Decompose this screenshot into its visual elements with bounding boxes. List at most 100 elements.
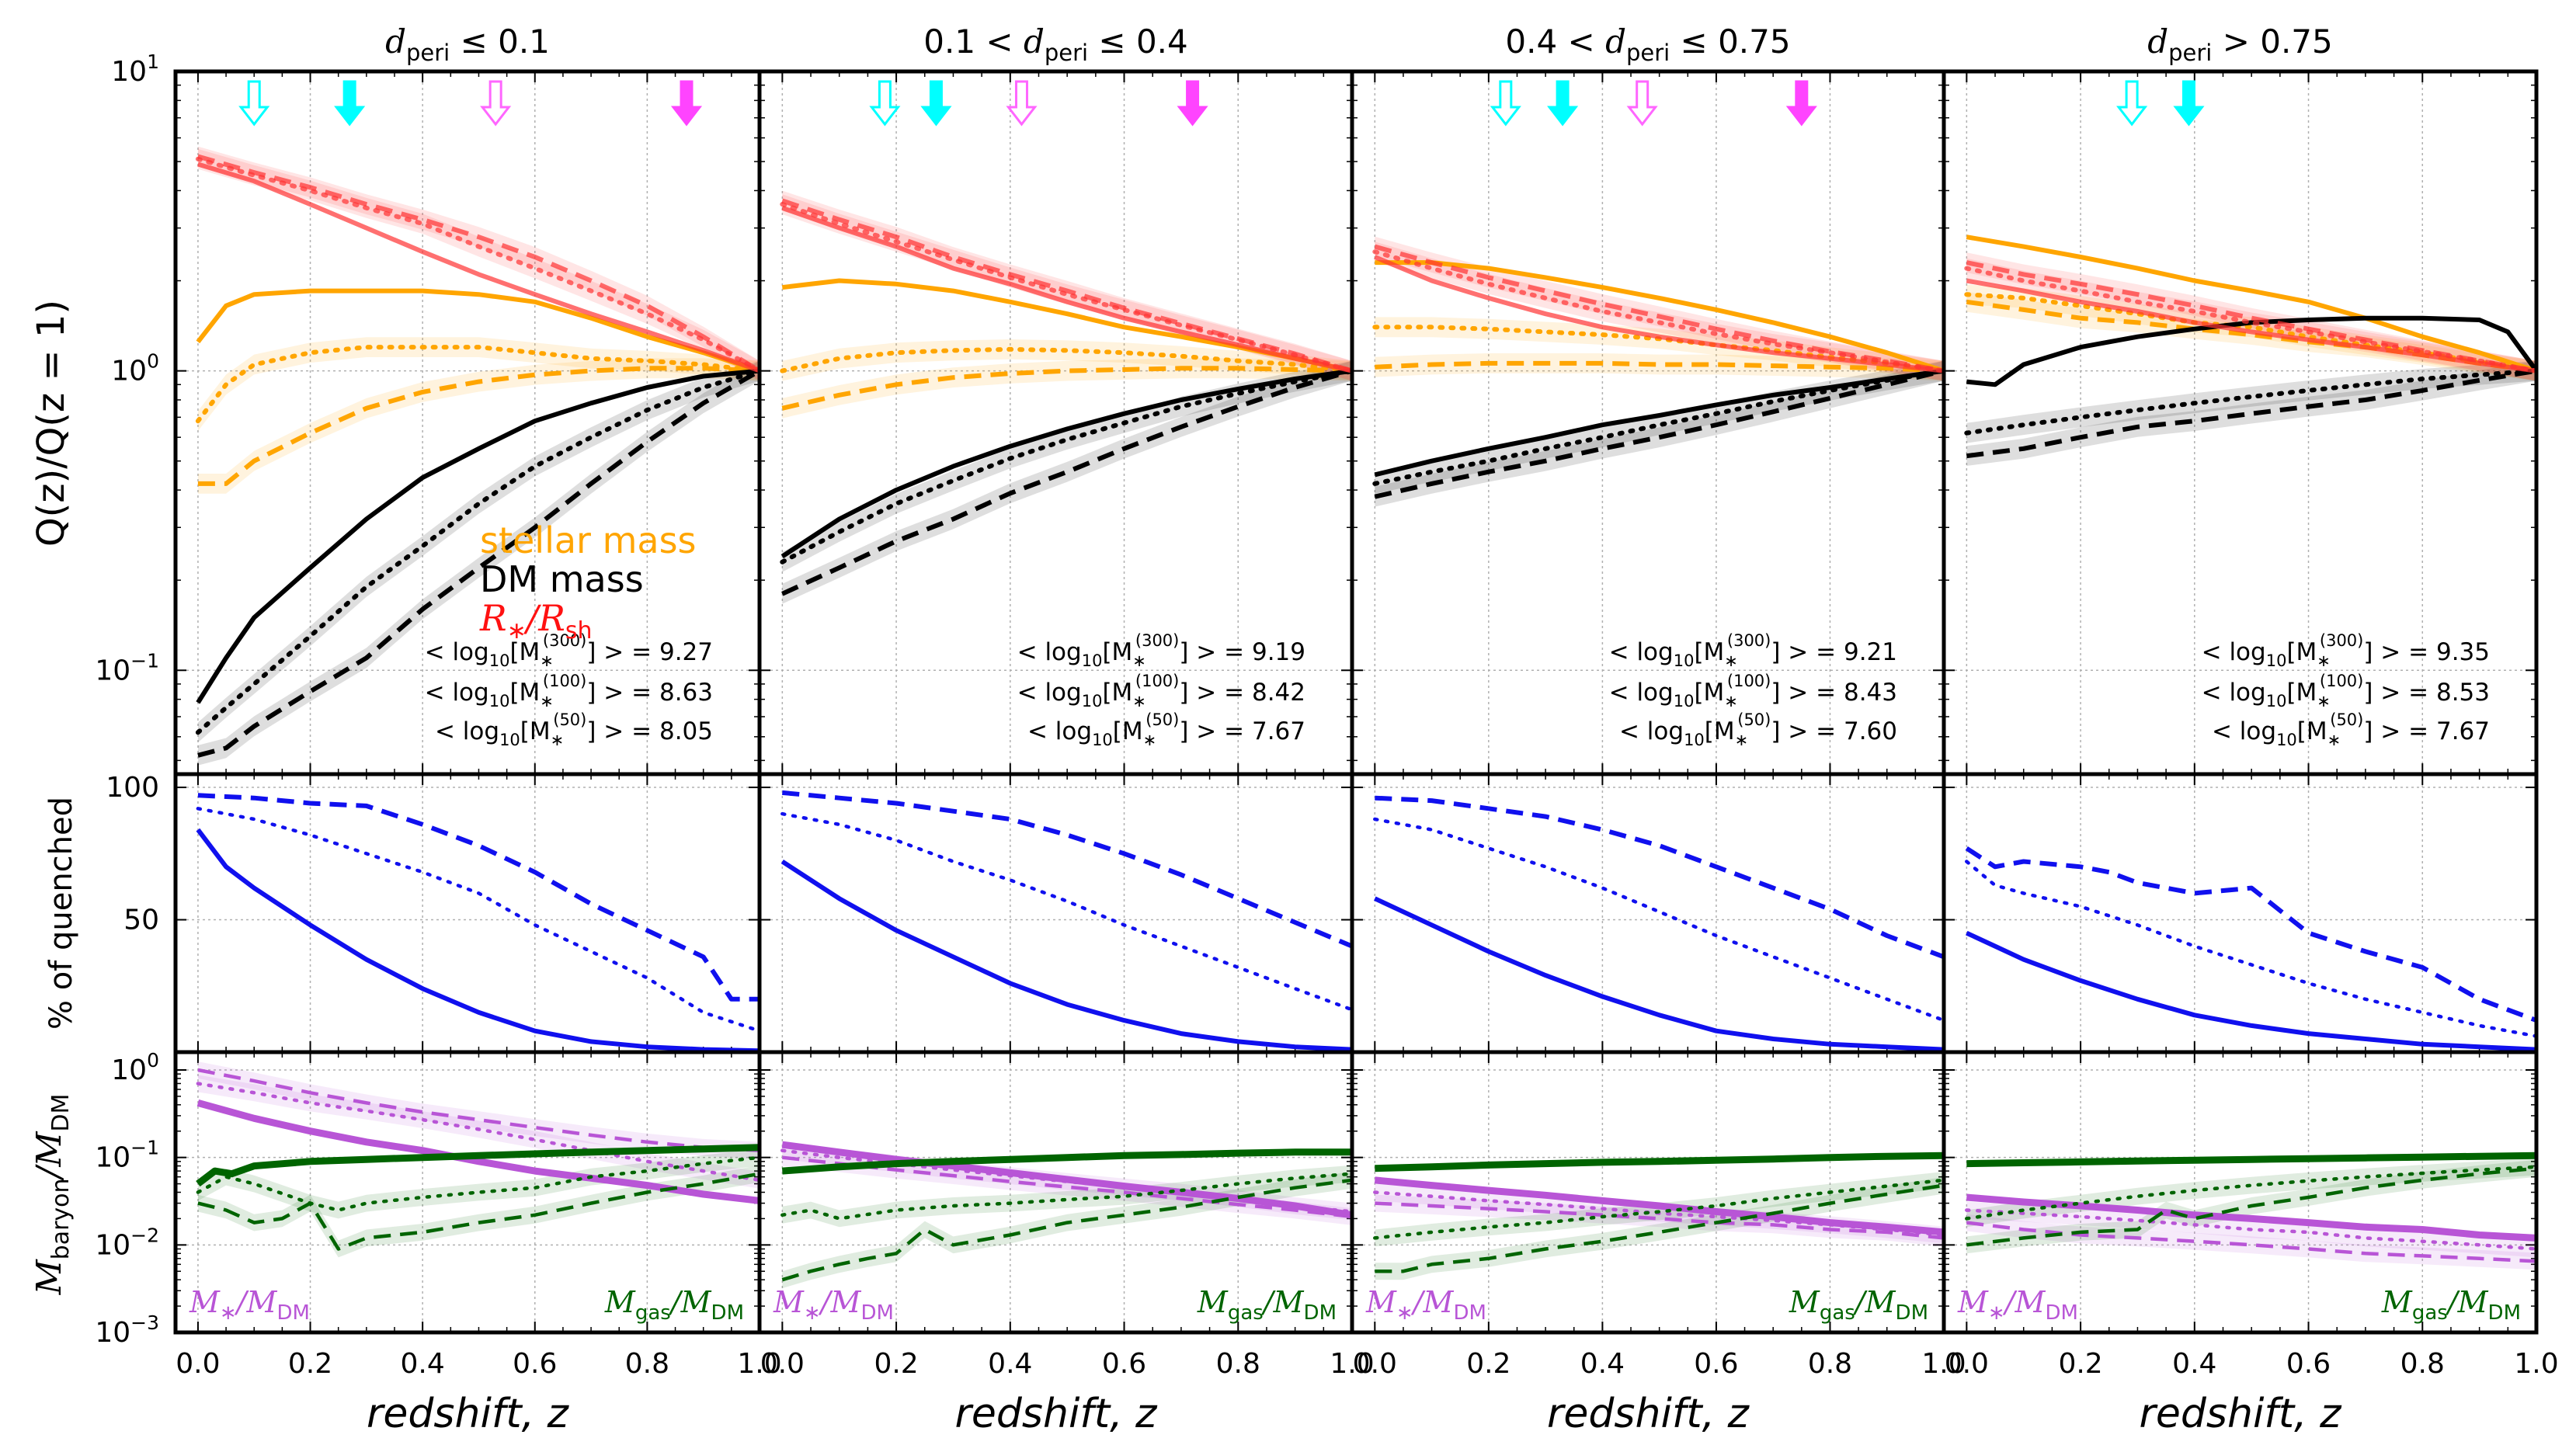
x-tick-label: 1.0	[1921, 1348, 1966, 1380]
mid-y-tick-label: 100	[106, 772, 159, 804]
gas-fraction-dotted-line	[1373, 1178, 1944, 1240]
ratio-dashed-line	[1966, 260, 2536, 373]
column-title: 0.1 < dperi ≤ 0.4	[923, 23, 1188, 66]
ratio-dashed-line	[197, 154, 760, 373]
quenched-dashed-line	[1965, 846, 2536, 1023]
mean-log-m100: < log10[M∗(100)] > = 8.42	[1017, 672, 1305, 710]
x-tick-label: 0.0	[176, 1348, 220, 1380]
stellar-fraction-solid-line	[1374, 1176, 1944, 1236]
stellar-fraction-label: M∗/MDM	[1365, 1285, 1486, 1325]
ratio-dotted-line	[195, 156, 760, 373]
dm-solid-line	[1966, 315, 2536, 387]
dm-dashed-line	[197, 368, 760, 758]
gas-fraction-label: Mgas/MDM	[1197, 1285, 1337, 1325]
stellar-dotted-line	[780, 346, 1352, 373]
quenched-solid-line	[1374, 896, 1944, 1052]
column-title: dperi > 0.75	[2147, 23, 2333, 66]
stellar-dotted-band	[1375, 317, 1944, 381]
stellar-dashed-band	[1375, 353, 1944, 381]
dm-solid-line	[196, 368, 760, 704]
stellar-solid-line	[1375, 260, 1944, 373]
mean-log-m300: < log10[M∗(300)] > = 9.19	[1017, 631, 1305, 670]
x-tick-label: 0.0	[1353, 1348, 1397, 1380]
x-tick-label: 0.6	[1694, 1348, 1738, 1380]
mean-log-m100: < log10[M∗(100)] > = 8.63	[425, 672, 713, 710]
mean-log-m50: < log10[M∗(50)] > = 8.05	[435, 710, 713, 749]
quenched-dashed-line	[197, 793, 760, 1002]
gas-fraction-label: Mgas/MDM	[2381, 1285, 2521, 1325]
open-arrow-marker	[869, 80, 901, 127]
stellar-fraction-dotted-line	[196, 1082, 760, 1183]
x-tick-label: 0.8	[1216, 1348, 1260, 1380]
panel-top-4	[1942, 69, 2539, 776]
quenched-dotted-line	[196, 807, 760, 1033]
panel-content	[1965, 846, 2536, 1052]
gas-fraction-dashed-line	[197, 1172, 760, 1251]
ratio-solid-line	[1966, 278, 2536, 373]
gas-fraction-label: Mgas/MDM	[1789, 1285, 1928, 1325]
open-arrow-marker	[1006, 80, 1038, 127]
x-axis-label: redshift, z	[367, 1391, 570, 1437]
quenched-dotted-line	[780, 811, 1352, 1012]
mean-log-m300: < log10[M∗(300)] > = 9.35	[2202, 631, 2490, 670]
dm-dashed-line	[781, 368, 1352, 596]
panel-content	[780, 190, 1352, 604]
stellar-fraction-label: M∗/MDM	[1957, 1285, 2078, 1325]
quenched-dotted-line	[1965, 860, 2536, 1038]
bottom-y-tick-label: 10−1	[95, 1137, 159, 1174]
x-tick-label: 0.4	[401, 1348, 445, 1380]
quenched-dashed-line	[782, 790, 1352, 949]
panel-content	[1372, 236, 1944, 507]
top-y-tick-label: 101	[111, 50, 159, 88]
mean-log-m100: < log10[M∗(100)] > = 8.43	[1609, 672, 1897, 710]
stellar-fraction-solid-line	[1966, 1193, 2536, 1242]
dm-solid-line	[780, 368, 1352, 559]
mid-y-tick-label: 50	[123, 905, 159, 936]
stellar-solid-line	[1966, 234, 2536, 373]
x-tick-label: 0.8	[2400, 1348, 2445, 1380]
top-y-tick-label: 10−1	[95, 649, 159, 686]
dm-dotted-line	[1372, 368, 1944, 486]
quenched-dashed-line	[1375, 795, 1944, 960]
panel-top-1	[173, 69, 762, 776]
x-tick-label: 0.2	[2058, 1348, 2102, 1380]
stellar-solid-line	[196, 288, 760, 373]
panel-content	[1373, 1152, 1944, 1280]
legend-dm-mass: DM mass	[480, 558, 644, 600]
gas-fraction-solid-line	[196, 1144, 760, 1187]
ratio-solid-line	[1374, 255, 1944, 373]
panel-content	[780, 1141, 1352, 1289]
panel-content	[196, 1061, 760, 1258]
quenched-solid-line	[780, 859, 1352, 1052]
ratio-solid-line	[781, 205, 1352, 373]
filled-arrow-marker	[1547, 80, 1579, 127]
gas-fraction-dashed-line	[781, 1178, 1352, 1282]
dm-dashed-line	[1966, 368, 2536, 459]
x-axis-label: redshift, z	[955, 1391, 1159, 1437]
open-arrow-marker	[2116, 80, 2148, 127]
x-tick-label: 0.2	[288, 1348, 332, 1380]
stellar-dotted-line	[195, 345, 760, 424]
x-tick-label: 0.0	[1945, 1348, 1989, 1380]
panel-content	[196, 793, 760, 1052]
x-tick-label: 0.8	[625, 1348, 669, 1380]
x-tick-label: 0.8	[1808, 1348, 1852, 1380]
panel-content	[1964, 234, 2536, 466]
dm-dashed-line	[1374, 368, 1944, 499]
open-arrow-marker	[480, 80, 512, 127]
gas-fraction-label: Mgas/MDM	[604, 1285, 744, 1325]
panel-content	[195, 146, 760, 766]
bottom-y-tick-label: 10−3	[95, 1311, 159, 1349]
quenched-solid-line	[196, 828, 760, 1052]
stellar-fraction-label: M∗/MDM	[773, 1285, 894, 1325]
panel-top-3	[1350, 69, 1946, 776]
top-y-axis-label: Q(z)/Q(z = 1)	[30, 300, 73, 547]
panel-bot-1	[173, 1050, 762, 1335]
mean-log-m50: < log10[M∗(50)] > = 7.67	[2212, 710, 2490, 749]
dm-dotted-line	[195, 368, 760, 735]
gas-dotted-band	[782, 1165, 1352, 1228]
stellar-fraction-label: M∗/MDM	[189, 1285, 310, 1325]
ratio-dashed-line	[1374, 244, 1944, 373]
filled-arrow-marker	[334, 80, 366, 127]
